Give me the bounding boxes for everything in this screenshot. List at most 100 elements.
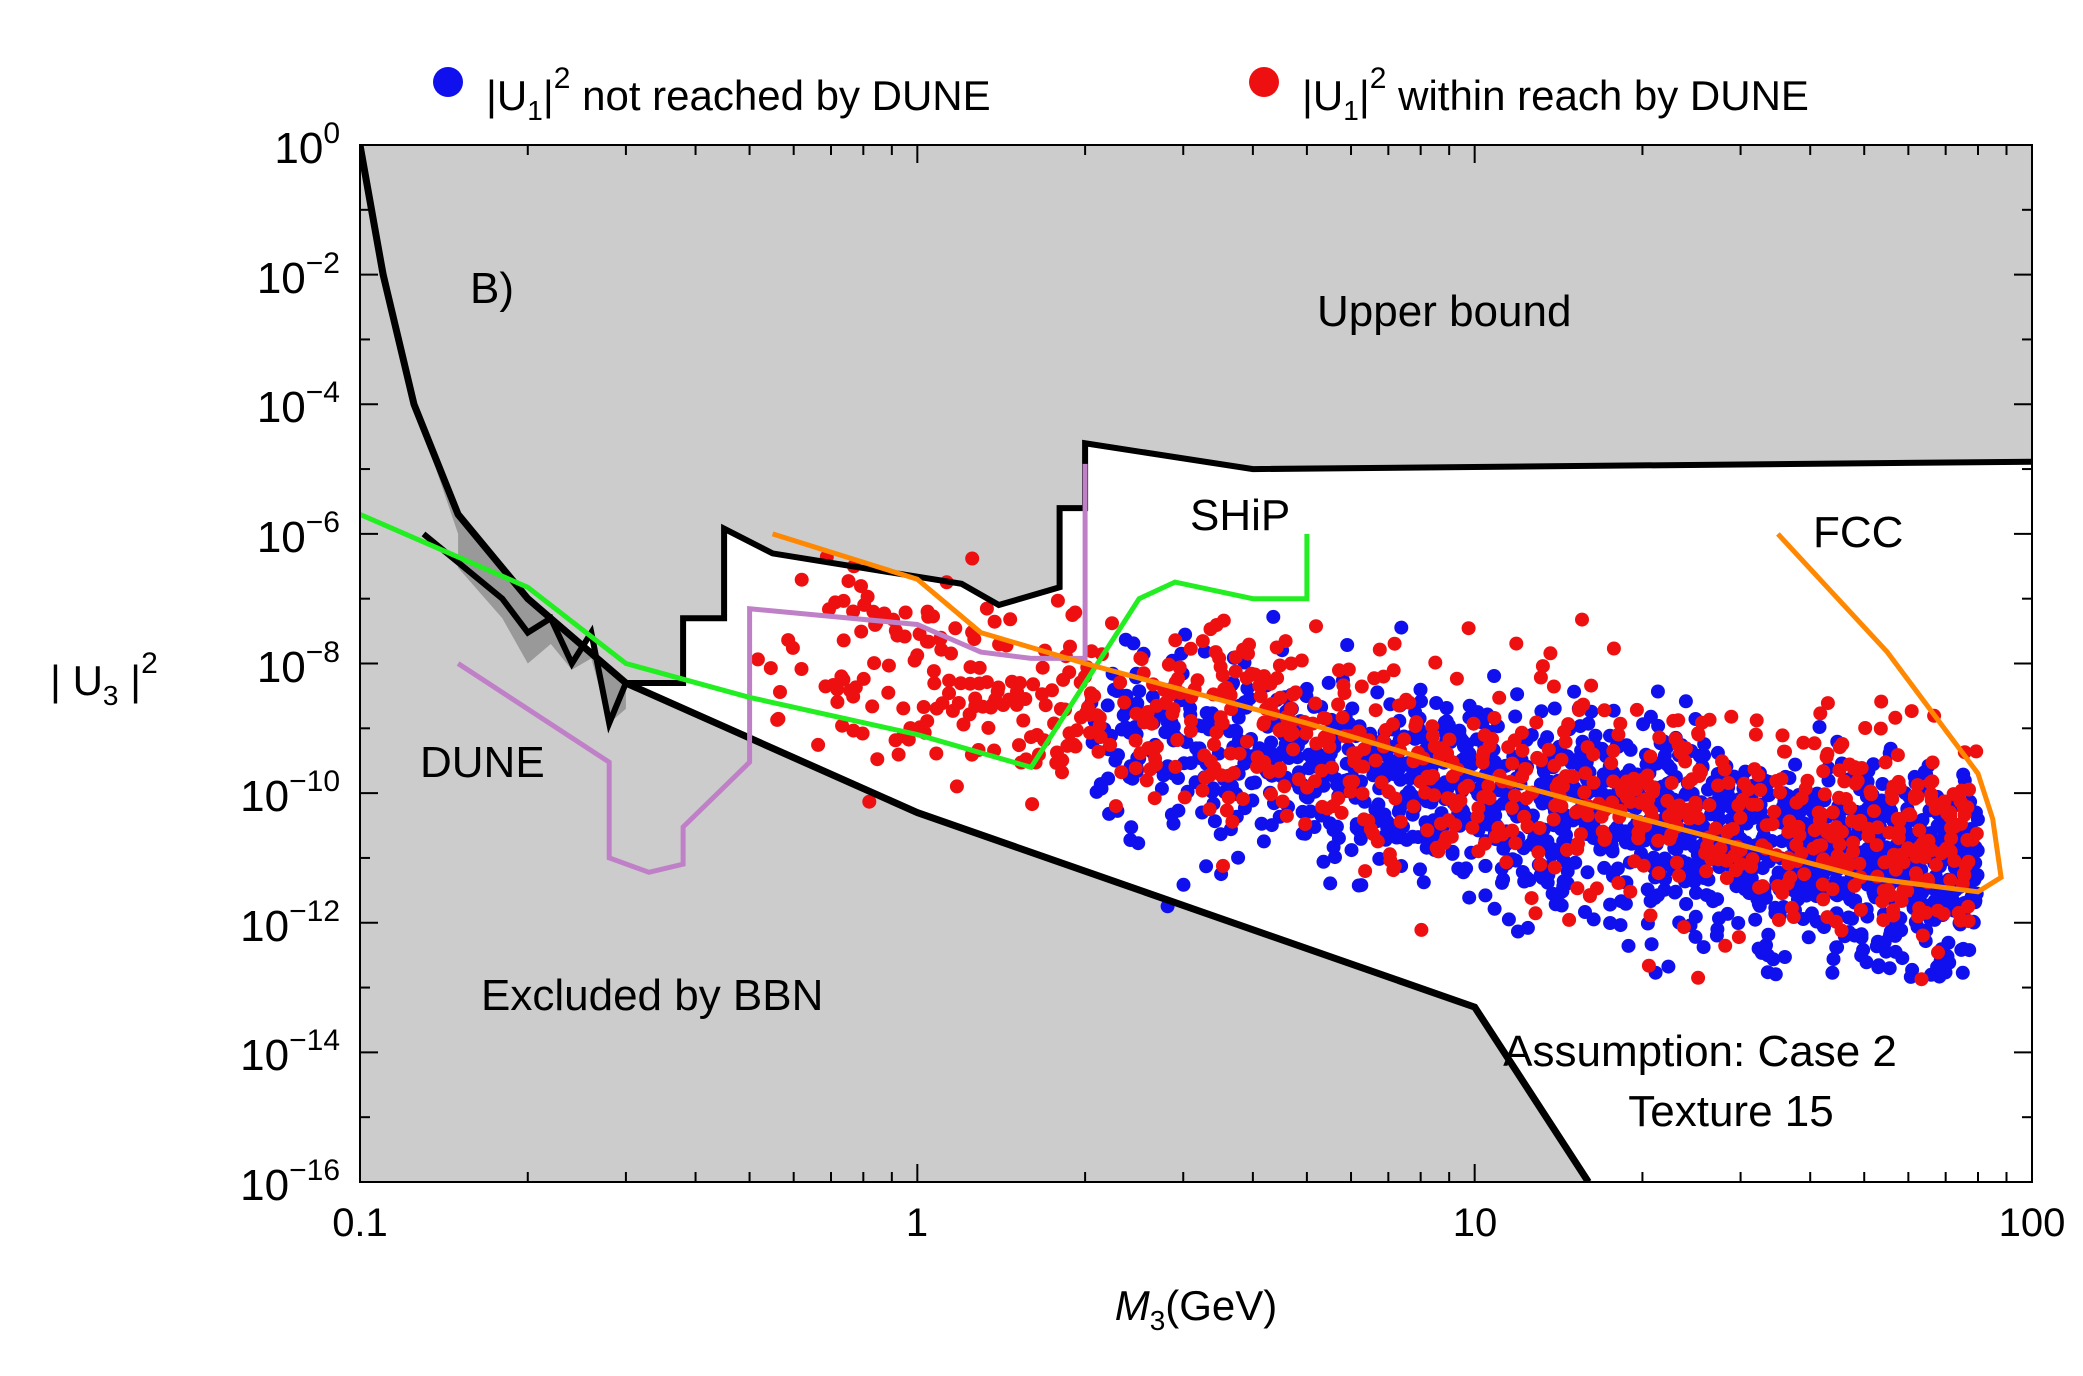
x-tick-label: 10 <box>1453 1201 1498 1245</box>
scatter-point-within_reach <box>1195 783 1210 798</box>
scatter-point-not_reached <box>1352 824 1367 839</box>
scatter-point-not_reached <box>1829 940 1844 955</box>
scatter-point-within_reach <box>1929 857 1943 872</box>
scatter-point-within_reach <box>1771 913 1786 927</box>
scatter-point-within_reach <box>1393 814 1408 829</box>
scatter-point-within_reach <box>1720 825 1735 840</box>
scatter-point-within_reach <box>1279 808 1294 823</box>
scatter-point-within_reach <box>927 676 942 691</box>
scatter-point-within_reach <box>1495 827 1510 842</box>
scatter-point-within_reach <box>1765 817 1780 832</box>
scatter-point-not_reached <box>1847 928 1862 943</box>
scatter-point-within_reach <box>1278 720 1293 735</box>
scatter-point-not_reached <box>1534 704 1549 719</box>
scatter-point-within_reach <box>1288 685 1303 700</box>
scatter-point-within_reach <box>990 684 1005 699</box>
scatter-point-within_reach <box>1597 703 1612 718</box>
scatter-point-within_reach <box>1797 867 1812 882</box>
scatter-point-not_reached <box>1114 722 1129 737</box>
scatter-point-within_reach <box>1867 804 1881 819</box>
legend-marker-red <box>1249 67 1279 97</box>
scatter-point-within_reach <box>1216 613 1231 628</box>
scatter-point-within_reach <box>926 664 941 679</box>
scatter-point-within_reach <box>1413 774 1428 789</box>
scatter-point-within_reach <box>979 675 994 690</box>
scatter-point-not_reached <box>1618 896 1633 911</box>
scatter-point-within_reach <box>785 640 800 655</box>
scatter-point-within_reach <box>1326 799 1341 814</box>
scatter-point-within_reach <box>1168 759 1183 774</box>
scatter-point-within_reach <box>1775 886 1790 901</box>
scatter-point-within_reach <box>1225 814 1240 829</box>
scatter-point-within_reach <box>1485 732 1499 746</box>
scatter-point-not_reached <box>1809 914 1824 929</box>
scatter-point-within_reach <box>1010 684 1024 699</box>
scatter-point-within_reach <box>1892 813 1907 828</box>
scatter-point-not_reached <box>1248 775 1262 790</box>
scatter-point-not_reached <box>1264 818 1279 833</box>
scatter-point-within_reach <box>1431 844 1446 859</box>
scatter-point-not_reached <box>1841 910 1856 925</box>
scatter-point-not_reached <box>1895 951 1910 966</box>
scatter-point-within_reach <box>1900 883 1915 898</box>
scatter-point-not_reached <box>1266 609 1281 624</box>
scatter-point-not_reached <box>1229 724 1244 739</box>
scatter-point-within_reach <box>1050 593 1065 608</box>
scatter-point-within_reach <box>1352 759 1367 774</box>
scatter-point-not_reached <box>1836 876 1851 891</box>
scatter-point-within_reach <box>1944 831 1959 846</box>
scatter-point-within_reach <box>912 627 927 641</box>
scatter-point-not_reached <box>1452 723 1467 738</box>
scatter-point-within_reach <box>1354 679 1369 694</box>
scatter-point-within_reach <box>1277 779 1292 794</box>
scatter-point-within_reach <box>1662 832 1677 847</box>
scatter-point-within_reach <box>1476 745 1491 760</box>
scatter-point-within_reach <box>1611 876 1626 890</box>
scatter-point-within_reach <box>1236 792 1250 806</box>
scatter-point-within_reach <box>854 624 869 639</box>
scatter-point-within_reach <box>1846 835 1860 850</box>
scatter-point-within_reach <box>1570 881 1585 896</box>
scatter-point-not_reached <box>1801 930 1816 945</box>
scatter-point-within_reach <box>1309 619 1323 634</box>
scatter-point-within_reach <box>1128 733 1143 748</box>
scatter-point-not_reached <box>1416 875 1431 890</box>
scatter-point-within_reach <box>1197 748 1212 763</box>
scatter-point-within_reach <box>1928 801 1943 816</box>
scatter-point-within_reach <box>1584 678 1599 693</box>
scatter-point-not_reached <box>1696 940 1711 955</box>
scatter-point-within_reach <box>1346 774 1361 789</box>
scatter-point-within_reach <box>1652 730 1667 745</box>
scatter-point-within_reach <box>841 574 856 589</box>
scatter-point-within_reach <box>1910 778 1925 793</box>
scatter-point-within_reach <box>811 737 826 752</box>
scatter-point-within_reach <box>1063 639 1077 654</box>
scatter-point-within_reach <box>1741 782 1756 797</box>
scatter-point-within_reach <box>1546 679 1561 694</box>
scatter-point-within_reach <box>1314 763 1329 778</box>
annotation-fcc: FCC <box>1813 508 1903 557</box>
legend-label-not-reached: |U1|2 not reached by DUNE <box>486 62 991 126</box>
scatter-point-within_reach <box>1113 675 1128 690</box>
y-tick-label: 10−2 <box>257 247 340 303</box>
scatter-point-not_reached <box>1688 909 1703 924</box>
scatter-point-within_reach <box>1316 711 1331 725</box>
scatter-point-within_reach <box>1672 868 1686 883</box>
scatter-point-within_reach <box>1586 775 1601 790</box>
scatter-point-not_reached <box>1351 878 1366 893</box>
scatter-point-within_reach <box>1589 881 1604 896</box>
scatter-point-within_reach <box>1924 787 1939 802</box>
scatter-point-within_reach <box>1148 751 1163 766</box>
scatter-point-within_reach <box>822 602 836 617</box>
scatter-point-within_reach <box>1613 716 1628 731</box>
scatter-point-within_reach <box>1482 791 1497 806</box>
scatter-point-within_reach <box>1921 833 1936 848</box>
scatter-point-not_reached <box>1413 682 1428 697</box>
scatter-point-not_reached <box>1439 701 1454 715</box>
scatter-point-within_reach <box>1816 892 1831 907</box>
scatter-point-within_reach <box>862 794 877 809</box>
scatter-point-within_reach <box>1223 688 1238 703</box>
scatter-point-within_reach <box>1794 846 1809 861</box>
scatter-point-within_reach <box>1825 882 1840 897</box>
scatter-point-within_reach <box>1594 809 1609 824</box>
